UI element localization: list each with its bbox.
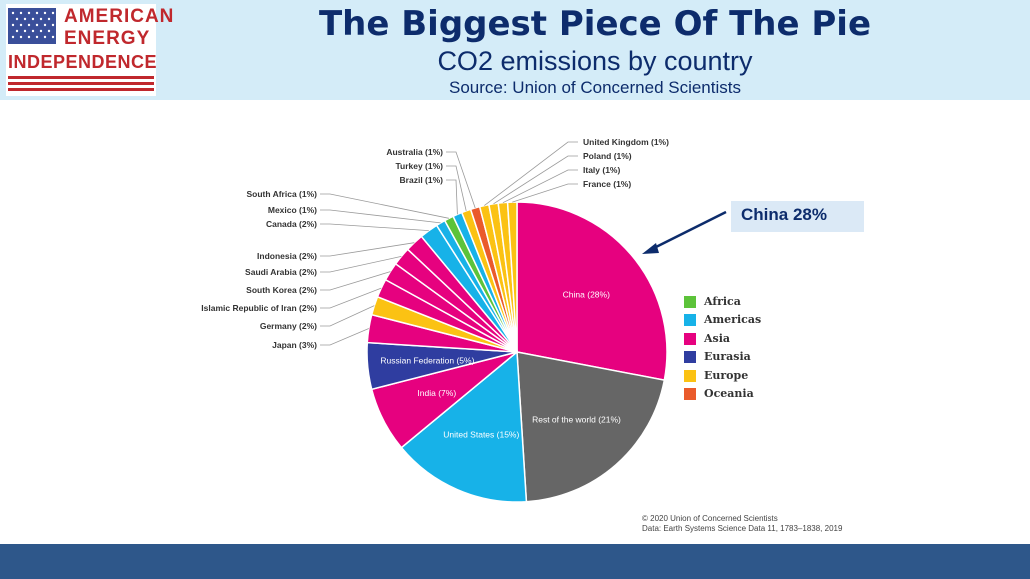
leader-line bbox=[320, 256, 402, 273]
flag-stripes-icon bbox=[8, 76, 154, 91]
leader-line bbox=[320, 287, 382, 309]
callout-label: China 28% bbox=[741, 205, 827, 224]
legend-label: Africa bbox=[704, 295, 741, 308]
slice-label: Saudi Arabia (2%) bbox=[245, 267, 317, 277]
slice-label: India (7%) bbox=[417, 388, 456, 398]
slice-label: Germany (2%) bbox=[260, 321, 317, 331]
us-flag-icon bbox=[8, 8, 56, 44]
logo: AMERICAN ENERGY INDEPENDENCE bbox=[6, 4, 173, 96]
slice-label: Italy (1%) bbox=[583, 165, 620, 175]
legend-label: Eurasia bbox=[704, 350, 751, 364]
slice-label: Canada (2%) bbox=[266, 219, 317, 229]
leader-line bbox=[446, 179, 458, 215]
slice-label: Mexico (1%) bbox=[268, 205, 317, 215]
copyright-note: © 2020 Union of Concerned Scientists Dat… bbox=[642, 514, 842, 534]
data-source-line: Data: Earth Systems Science Data 11, 178… bbox=[642, 524, 843, 533]
header-banner: AMERICAN ENERGY INDEPENDENCE The Biggest… bbox=[0, 0, 1030, 100]
leader-line bbox=[320, 242, 415, 257]
leader-line bbox=[446, 165, 467, 211]
slice-label: Australia (1%) bbox=[386, 147, 443, 157]
footer-band bbox=[0, 544, 1030, 579]
slice-label: Turkey (1%) bbox=[395, 161, 443, 171]
leader-line bbox=[320, 328, 369, 346]
pie-slice bbox=[516, 351, 666, 503]
legend-label: Europe bbox=[704, 368, 749, 382]
legend-swatch bbox=[684, 332, 696, 345]
legend-label: Asia bbox=[704, 331, 731, 345]
slice-label: Russian Federation (5%) bbox=[380, 356, 474, 366]
leader-line bbox=[502, 169, 578, 204]
legend-label: Americas bbox=[704, 313, 762, 327]
pie-slice bbox=[516, 201, 668, 381]
slice-label: United Kingdom (1%) bbox=[583, 137, 669, 147]
leader-line bbox=[320, 193, 449, 219]
logo-text-independence: INDEPENDENCE bbox=[8, 52, 158, 72]
leader-line bbox=[446, 151, 476, 209]
leader-line bbox=[512, 183, 578, 203]
legend-label: Oceania bbox=[704, 387, 754, 400]
legend-swatch bbox=[684, 314, 696, 327]
source-line: Source: Union of Concerned Scientists bbox=[449, 78, 741, 97]
callout-arrow bbox=[642, 210, 727, 254]
pie-slice bbox=[506, 201, 518, 353]
slice-label: China (28%) bbox=[563, 290, 610, 300]
china-callout: China 28% bbox=[731, 201, 864, 232]
slice-label: Islamic Republic of Iran (2%) bbox=[201, 303, 317, 313]
legend-swatch bbox=[684, 351, 696, 364]
logo-text-american: AMERICAN bbox=[64, 6, 175, 27]
page-title: The Biggest Piece Of The Pie bbox=[318, 4, 872, 44]
slice-label: France (1%) bbox=[583, 179, 631, 189]
slice-label: Indonesia (2%) bbox=[257, 251, 317, 261]
pie-slice bbox=[400, 350, 528, 503]
legend-swatch bbox=[684, 296, 696, 308]
leader-line bbox=[320, 223, 429, 231]
leader-line bbox=[484, 141, 578, 206]
leader-line bbox=[320, 209, 441, 224]
leader-line bbox=[493, 155, 578, 205]
slice-label: Brazil (1%) bbox=[400, 175, 444, 185]
slice-label: Rest of the world (21%) bbox=[532, 415, 621, 425]
logo-text-energy: ENERGY bbox=[64, 28, 151, 49]
slice-label: Japan (3%) bbox=[272, 340, 317, 350]
slice-label: South Africa (1%) bbox=[246, 189, 317, 199]
legend-swatch bbox=[684, 388, 696, 400]
page-subtitle: CO2 emissions by country bbox=[437, 46, 753, 76]
slice-label: South Korea (2%) bbox=[246, 285, 317, 295]
copyright-line: © 2020 Union of Concerned Scientists bbox=[642, 514, 778, 523]
slice-label: Poland (1%) bbox=[583, 151, 632, 161]
leader-line bbox=[320, 305, 375, 327]
legend-swatch bbox=[684, 369, 696, 382]
slice-label: United States (15%) bbox=[443, 430, 519, 440]
leader-line bbox=[320, 271, 391, 291]
